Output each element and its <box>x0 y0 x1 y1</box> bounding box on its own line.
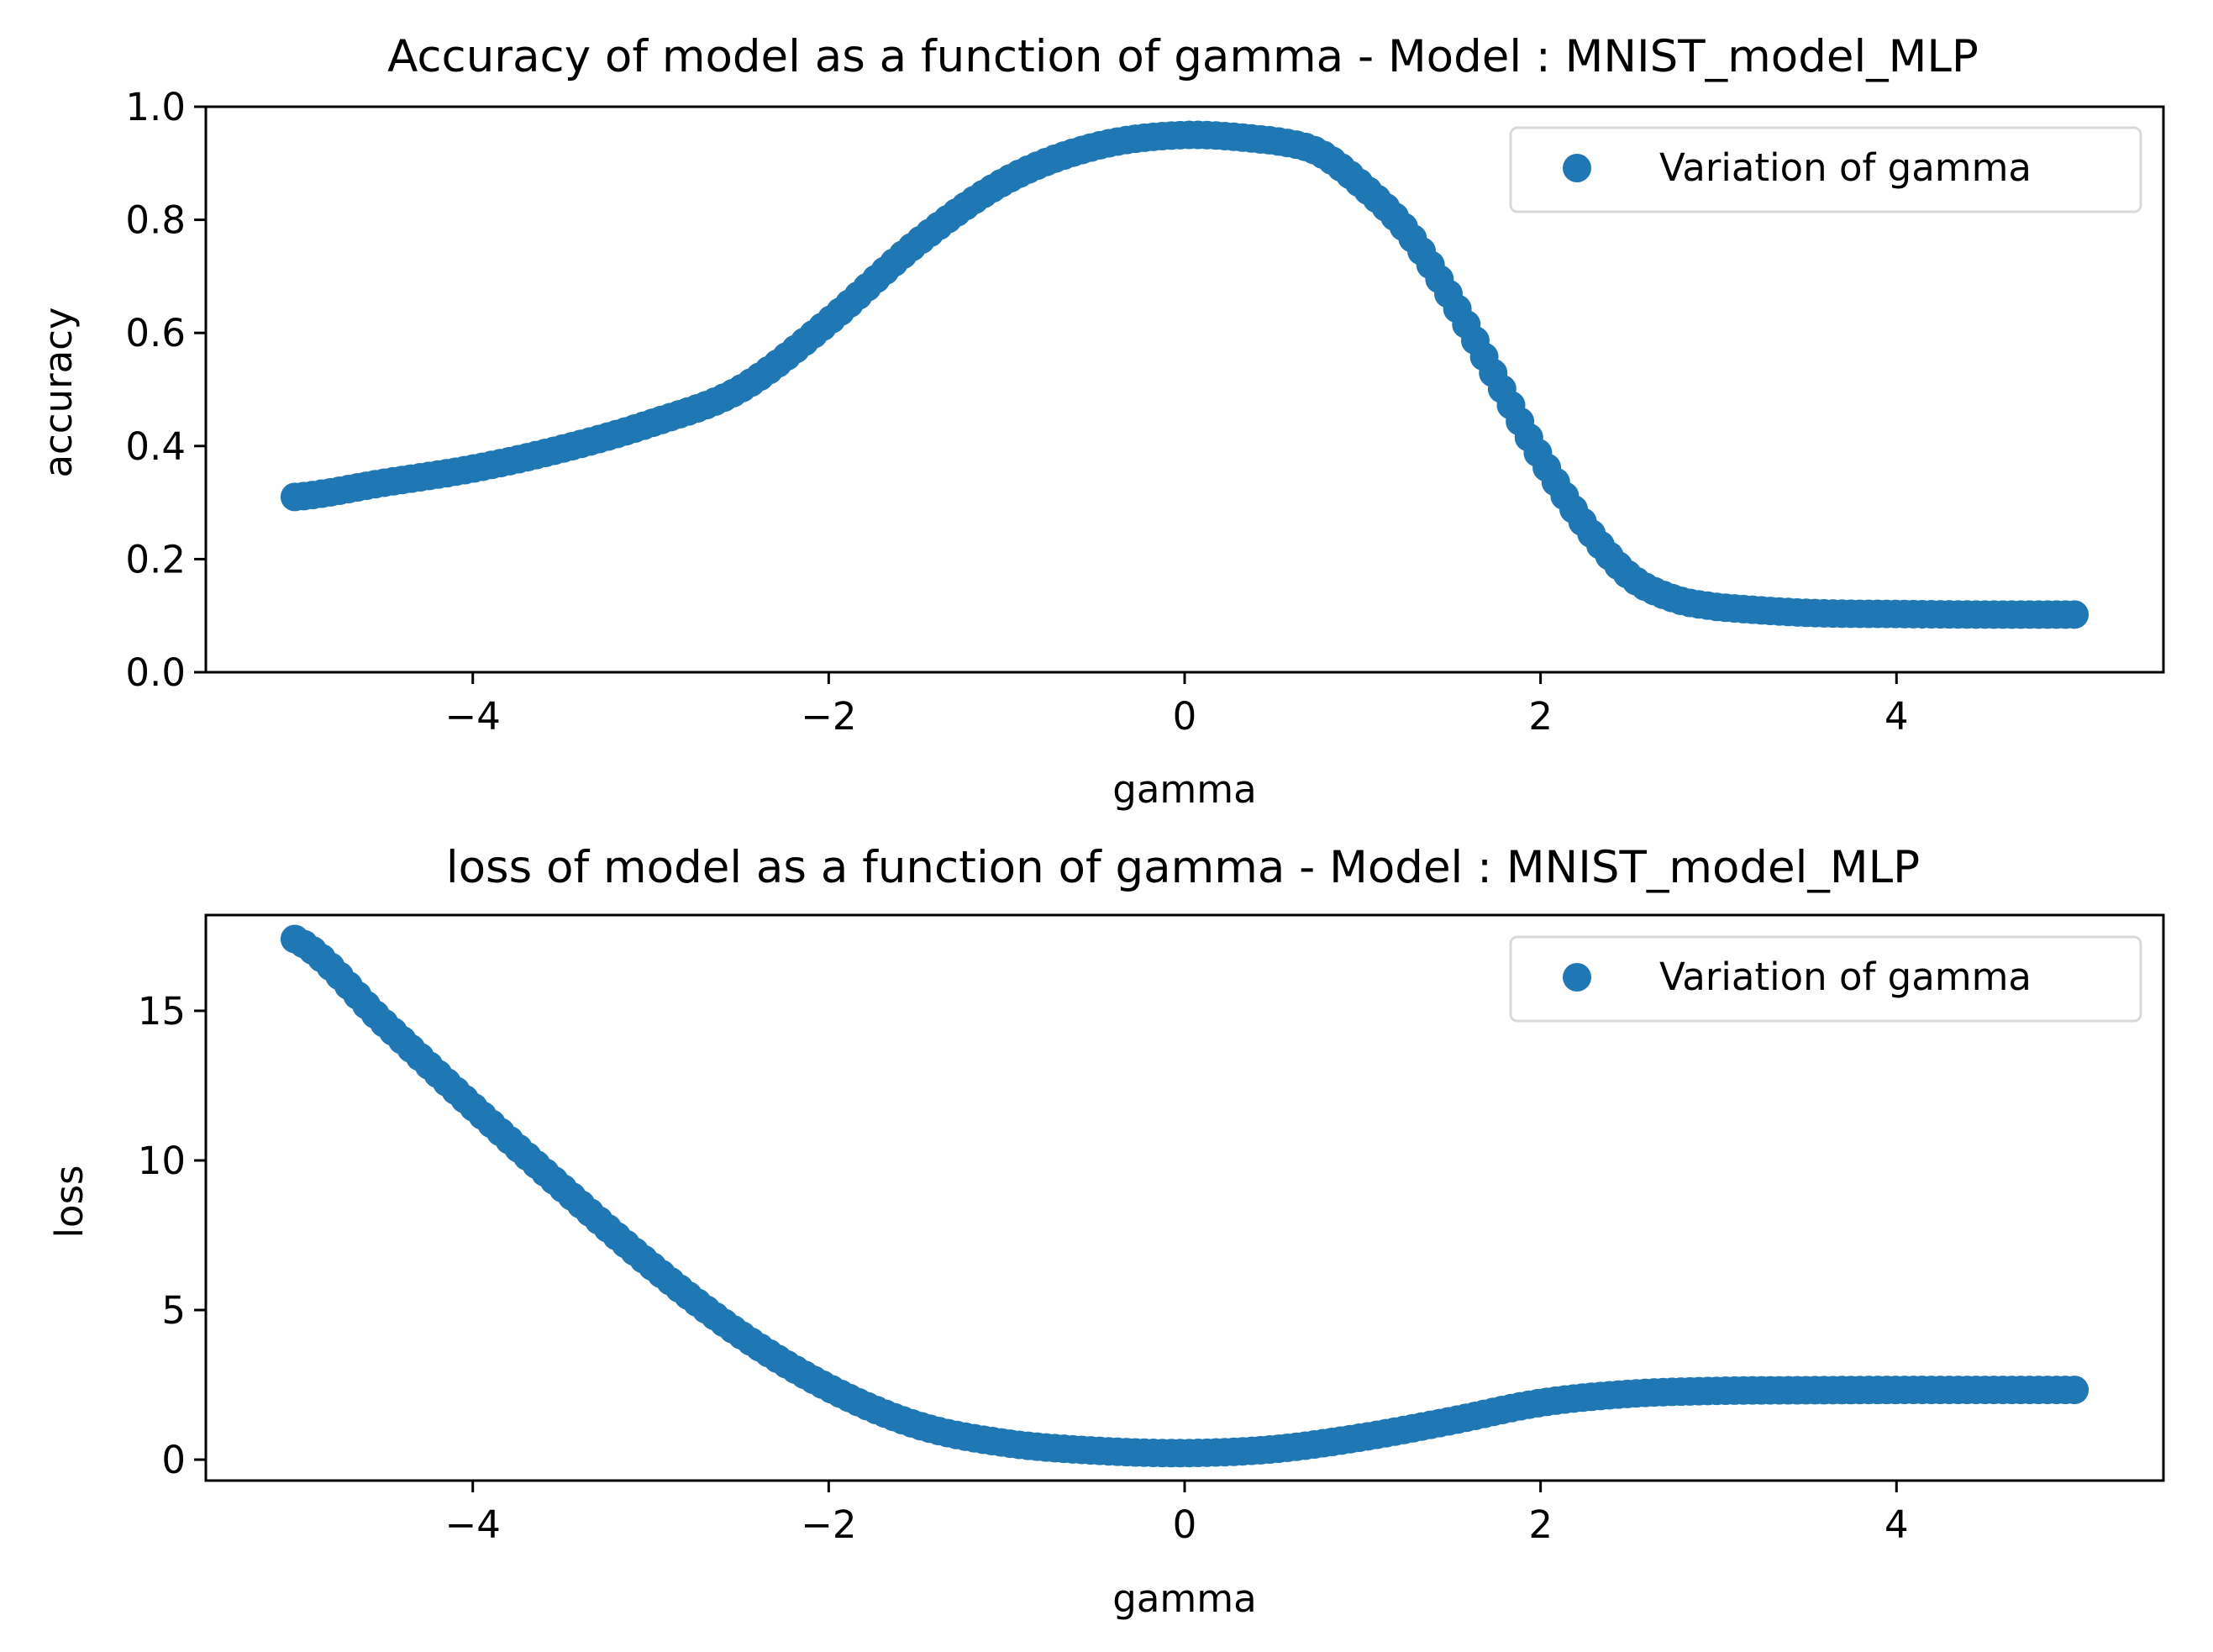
y-axis-label: loss <box>47 1165 92 1239</box>
loss-subplot: loss of model as a function of gamma - M… <box>47 842 2165 1621</box>
legend-marker <box>1563 963 1591 992</box>
data-point <box>2060 600 2089 629</box>
x-tick-label: −4 <box>445 694 501 739</box>
y-tick-label: 15 <box>138 989 186 1034</box>
y-tick-label: 0.2 <box>125 537 186 581</box>
y-axis-label: accuracy <box>36 307 81 477</box>
accuracy-marks <box>280 120 2089 629</box>
data-point <box>2060 1376 2089 1405</box>
legend-box <box>1509 126 2142 213</box>
x-tick-label: −4 <box>445 1502 501 1547</box>
plot-frame <box>204 105 2165 674</box>
y-tick-label: 5 <box>161 1288 186 1333</box>
accuracy-ticks: −4 −2 0 2 4 0.0 0.2 0.4 0.6 0.8 1.0 <box>125 85 1908 739</box>
legend-label: Variation of gamma <box>1659 955 2032 999</box>
accuracy-subplot: Accuracy of model as a function of gamma… <box>36 31 2165 812</box>
x-tick-label: 0 <box>1173 1502 1197 1547</box>
y-tick-label: 1.0 <box>125 85 186 129</box>
x-tick-label: 0 <box>1173 694 1197 739</box>
x-tick-label: −2 <box>801 694 856 739</box>
y-tick-label: 0 <box>161 1438 186 1482</box>
loss-ticks: −4 −2 0 2 4 0 5 10 15 <box>138 989 1909 1547</box>
y-tick-label: 0.0 <box>125 650 186 695</box>
y-tick-label: 10 <box>138 1139 186 1183</box>
legend-marker <box>1563 154 1591 182</box>
x-tick-label: 4 <box>1884 694 1909 739</box>
y-tick-label: 0.4 <box>125 424 186 469</box>
y-tick-label: 0.8 <box>125 198 186 243</box>
legend: Variation of gamma <box>1509 935 2142 1023</box>
x-tick-label: 4 <box>1884 1502 1909 1547</box>
plot-frame <box>204 913 2165 1482</box>
x-axis-label: gamma <box>1112 1576 1256 1621</box>
x-axis-label: gamma <box>1112 767 1256 812</box>
loss-marks <box>280 924 2089 1468</box>
y-tick-label: 0.6 <box>125 311 186 355</box>
legend: Variation of gamma <box>1509 126 2142 213</box>
legend-label: Variation of gamma <box>1659 145 2032 190</box>
x-tick-label: −2 <box>801 1502 856 1547</box>
legend-box <box>1509 935 2142 1023</box>
chart-title: Accuracy of model as a function of gamma… <box>387 31 1979 82</box>
x-tick-label: 2 <box>1528 694 1553 739</box>
x-tick-label: 2 <box>1528 1502 1553 1547</box>
chart-title: loss of model as a function of gamma - M… <box>446 842 1920 893</box>
